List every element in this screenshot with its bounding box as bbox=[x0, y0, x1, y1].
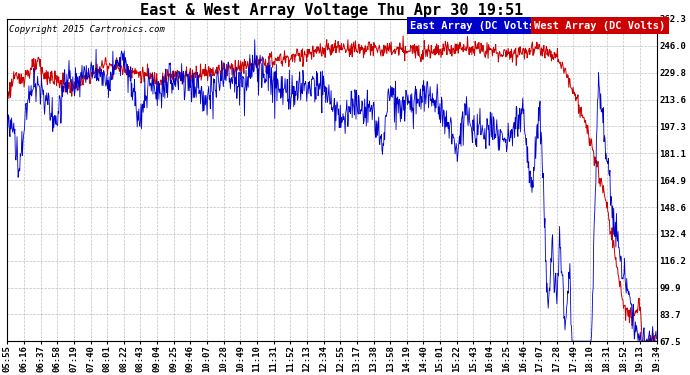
Text: West Array (DC Volts): West Array (DC Volts) bbox=[535, 21, 666, 30]
Text: East Array (DC Volts): East Array (DC Volts) bbox=[410, 21, 541, 30]
Text: Copyright 2015 Cartronics.com: Copyright 2015 Cartronics.com bbox=[8, 26, 164, 34]
Title: East & West Array Voltage Thu Apr 30 19:51: East & West Array Voltage Thu Apr 30 19:… bbox=[140, 3, 524, 18]
